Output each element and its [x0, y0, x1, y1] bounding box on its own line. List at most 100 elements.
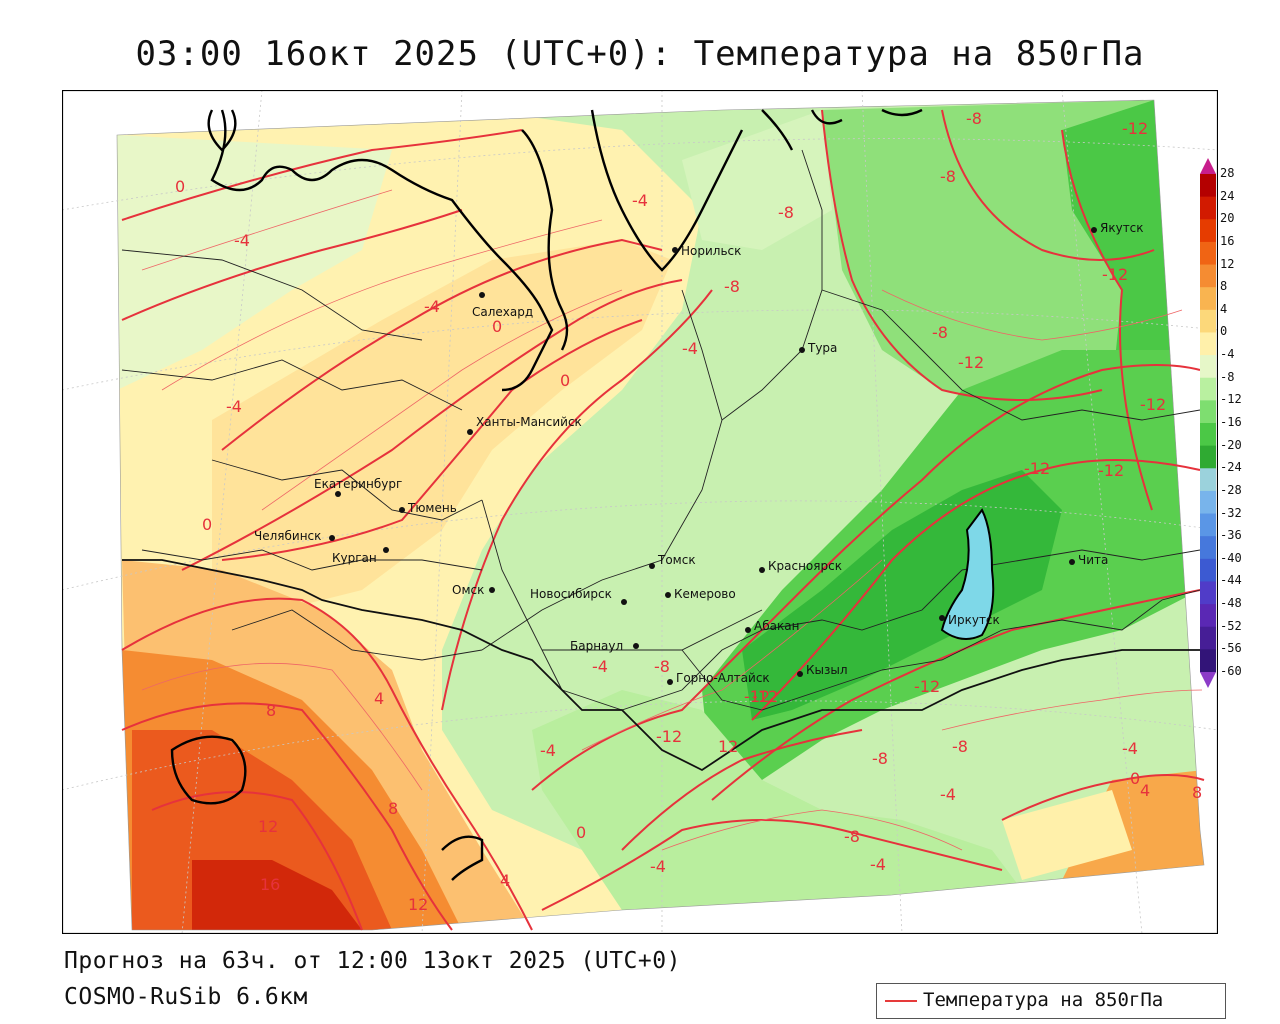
colorbar-swatch — [1200, 445, 1216, 469]
forecast-info: Прогноз на 63ч. от 12:00 13окт 2025 (UTC… — [64, 948, 681, 974]
colorbar-swatch — [1200, 558, 1216, 582]
contour-label: -8 — [952, 737, 968, 756]
city-label: Красноярск — [768, 559, 842, 573]
contour-label: 16 — [260, 875, 280, 894]
contour-label: -8 — [778, 203, 794, 222]
contour-label: -8 — [872, 749, 888, 768]
colorbar-tick-label: 20 — [1220, 211, 1235, 226]
colorbar-tick-label: 8 — [1220, 279, 1228, 294]
contour-label: 4 — [1140, 781, 1150, 800]
legend-label: Температура на 850гПа — [923, 989, 1164, 1011]
city-label: Норильск — [681, 244, 741, 258]
colorbar-tick-label: -12 — [1220, 392, 1242, 407]
colorbar-tick-label: -44 — [1220, 573, 1242, 588]
temperature-field — [117, 100, 1204, 930]
colorbar-swatch — [1200, 649, 1216, 673]
city-label: Курган — [332, 551, 377, 565]
contour-label: 0 — [492, 317, 502, 336]
colorbar-arrow-bottom — [1200, 672, 1216, 688]
contour-label: 4 — [500, 871, 510, 890]
colorbar-tick-label: -16 — [1220, 415, 1242, 429]
contour-label: -8 — [940, 167, 956, 186]
colorbar-tick-label: 4 — [1220, 301, 1228, 316]
temperature-map: Норильск Салехард Тура Якутск Ханты-Манс… — [62, 90, 1218, 934]
city-label: Тура — [807, 341, 837, 355]
contour-label: -12 — [914, 677, 940, 696]
contour-label: 0 — [576, 823, 586, 842]
city-label: Томск — [657, 553, 696, 567]
colorbar-swatch — [1200, 355, 1216, 379]
contour-label: -4 — [540, 741, 556, 760]
contour-label: -4 — [682, 339, 698, 358]
contour-label: -4 — [1122, 739, 1138, 758]
colorbar-tick-label: -8 — [1220, 369, 1235, 384]
contour-label: 8 — [1192, 783, 1202, 802]
contour-label: 0 — [175, 177, 185, 196]
city-markers: Норильск Салехард Тура Якутск Ханты-Манс… — [254, 221, 1144, 685]
city-label: Ханты-Мансийск — [476, 415, 582, 429]
colorbar-swatch — [1200, 219, 1216, 243]
contour-label: 8 — [266, 701, 276, 720]
colorbar-swatch — [1200, 626, 1216, 650]
city-label: Челябинск — [254, 529, 321, 543]
city-label: Екатеринбург — [314, 477, 402, 491]
colorbar-swatch — [1200, 468, 1216, 492]
colorbar-arrow-top — [1200, 158, 1216, 174]
contour-label: 8 — [388, 799, 398, 818]
colorbar-tick-label: -20 — [1220, 437, 1242, 452]
city-label: Омск — [452, 583, 484, 597]
colorbar-swatch — [1200, 241, 1216, 266]
contour-label: -12 — [958, 353, 984, 372]
colorbar-tick-label: 12 — [1220, 256, 1235, 271]
contour-label: -4 — [226, 397, 242, 416]
city-label: Якутск — [1100, 221, 1144, 235]
legend: Температура на 850гПа — [876, 983, 1226, 1019]
contour-label: -4 — [870, 855, 886, 874]
map-frame — [62, 90, 1218, 934]
colorbar-swatch — [1200, 513, 1216, 537]
colorbar-swatch — [1200, 490, 1216, 515]
colorbar-tick-label: -24 — [1220, 460, 1242, 475]
contour-label: -12 — [1122, 119, 1148, 138]
isotherms — [121, 109, 1205, 931]
colorbar-tick-label: -4 — [1220, 347, 1235, 362]
contour-label: -12 — [1098, 461, 1124, 480]
city-label: Кызыл — [806, 663, 848, 677]
contour-label: -4 — [234, 231, 250, 250]
colorbar-tick-label: -40 — [1220, 550, 1242, 565]
contour-label: -12 — [1102, 265, 1128, 284]
colorbar-swatch — [1200, 309, 1216, 333]
contour-label: -8 — [654, 657, 670, 676]
national-border — [122, 559, 1200, 772]
contour-label: 0 — [1130, 769, 1140, 788]
colorbar-tick-label: -28 — [1220, 482, 1242, 497]
legend-line-swatch — [885, 1000, 917, 1002]
colorbar-swatch — [1200, 423, 1216, 447]
model-name: COSMO-RuSib 6.6км — [64, 984, 308, 1010]
city-label: Барнаул — [570, 639, 623, 653]
contour-label: -4 — [592, 657, 608, 676]
colorbar-swatch — [1200, 287, 1216, 311]
colorbar-swatch — [1200, 604, 1216, 628]
colorbar-swatch — [1200, 196, 1216, 220]
colorbar-swatch — [1200, 581, 1216, 605]
city-label: Кемерово — [674, 587, 736, 601]
city-label: Салехард — [472, 305, 533, 319]
colorbar-tick-label: 0 — [1220, 324, 1228, 339]
colorbar-tick-label: -48 — [1220, 596, 1242, 611]
contour-label: -4 — [940, 785, 956, 804]
contour-label: -8 — [932, 323, 948, 342]
contour-label: -8 — [844, 827, 860, 846]
map-title: 03:00 16окт 2025 (UTC+0): Температура на… — [135, 34, 1145, 74]
city-label: Абакан — [754, 619, 799, 633]
contour-label: -12 — [1140, 395, 1166, 414]
contour-labels: 0 -4 -4 0 -4 -4 0 -4 0 4 8 12 16 12 8 4 … — [175, 109, 1202, 914]
colorbar-swatch — [1200, 400, 1216, 424]
colorbar-tick-label: -60 — [1220, 664, 1242, 678]
colorbar-tick-label: 24 — [1220, 188, 1235, 203]
region-borders — [121, 149, 1201, 711]
city-label: Новосибирск — [530, 587, 612, 601]
city-label: Чита — [1078, 553, 1108, 567]
contour-label: -8 — [724, 277, 740, 296]
colorbar-tick-label: -36 — [1220, 528, 1242, 543]
